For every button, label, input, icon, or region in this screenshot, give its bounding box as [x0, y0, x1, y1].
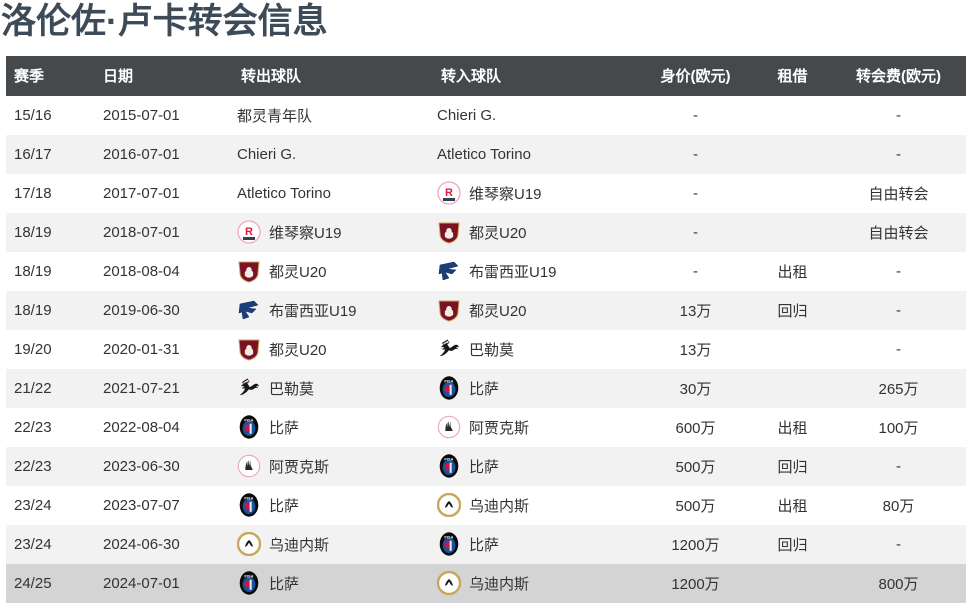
svg-text:R: R [245, 226, 253, 238]
svg-text:PISA: PISA [244, 575, 253, 579]
svg-text:R: R [445, 187, 453, 199]
svg-text:PISA: PISA [444, 536, 453, 540]
svg-text:PISA: PISA [444, 380, 453, 384]
svg-text:PISA: PISA [444, 458, 453, 462]
svg-text:PISA: PISA [244, 497, 253, 501]
svg-text:PISA: PISA [244, 419, 253, 423]
